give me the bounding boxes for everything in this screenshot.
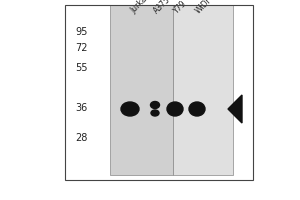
Text: 95: 95: [76, 27, 88, 37]
Text: 28: 28: [76, 133, 88, 143]
Ellipse shape: [151, 102, 160, 108]
Text: 72: 72: [76, 43, 88, 53]
Text: A375: A375: [152, 0, 172, 15]
Ellipse shape: [151, 110, 159, 116]
Text: 55: 55: [76, 63, 88, 73]
Text: Jurkat: Jurkat: [129, 0, 151, 15]
Text: WiDr: WiDr: [194, 0, 213, 15]
Bar: [65, 5, 253, 180]
Text: 36: 36: [76, 103, 88, 113]
Ellipse shape: [167, 102, 183, 116]
Polygon shape: [228, 95, 242, 123]
Ellipse shape: [189, 102, 205, 116]
Bar: [173, 5, 233, 175]
Ellipse shape: [121, 102, 139, 116]
Bar: [110, 5, 173, 175]
Text: Y79: Y79: [172, 0, 188, 15]
